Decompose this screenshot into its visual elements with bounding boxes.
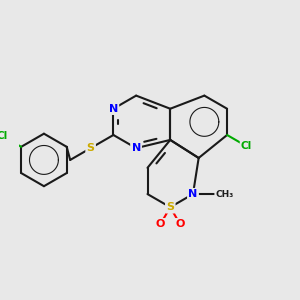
Text: O: O bbox=[156, 219, 165, 229]
Text: Cl: Cl bbox=[0, 131, 8, 141]
Text: O: O bbox=[156, 219, 165, 229]
Text: N: N bbox=[188, 189, 198, 199]
Text: N: N bbox=[109, 104, 118, 114]
Text: N: N bbox=[109, 104, 118, 114]
Text: S: S bbox=[166, 202, 174, 212]
Text: S: S bbox=[87, 143, 95, 153]
Text: Cl: Cl bbox=[241, 141, 252, 151]
Text: N: N bbox=[131, 143, 141, 153]
Text: O: O bbox=[176, 219, 185, 229]
Text: O: O bbox=[176, 219, 185, 229]
Text: S: S bbox=[166, 202, 174, 212]
Text: CH₃: CH₃ bbox=[215, 190, 233, 199]
Text: N: N bbox=[188, 189, 198, 199]
Text: N: N bbox=[131, 143, 141, 153]
Text: S: S bbox=[87, 143, 95, 153]
